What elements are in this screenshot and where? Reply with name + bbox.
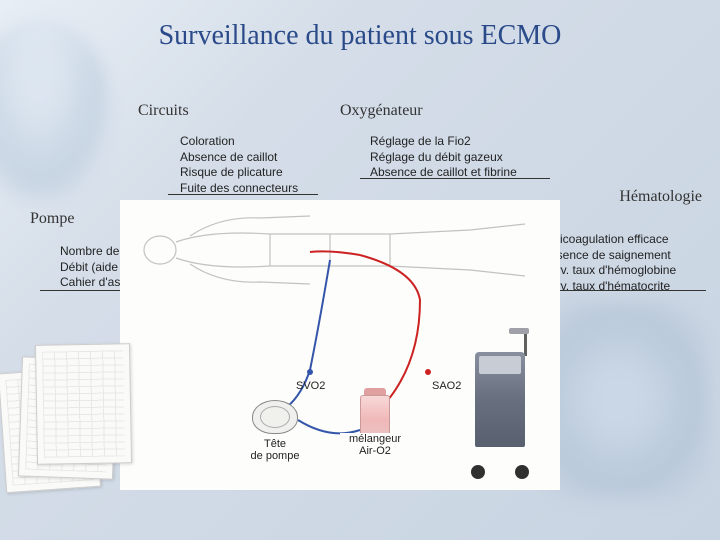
svo2-label: SVO2: [296, 380, 325, 392]
oxy-underline: [360, 178, 550, 179]
pump-head-inner: [260, 406, 290, 428]
hemato-item: Surv. taux d'hémoglobine: [542, 263, 702, 279]
ecmo-machine-icon: [465, 352, 535, 482]
pump-head-label: Tête de pompe: [240, 438, 310, 462]
melangeur-label: mélangeur Air-O2: [340, 433, 410, 457]
hemato-item: Surv. taux d'hématocrite: [542, 279, 702, 295]
oxygenateur-label: Oxygénateur: [340, 102, 423, 119]
circuits-label: Circuits: [138, 102, 189, 119]
circuits-underline: [168, 194, 318, 195]
hematologie-label: Hématologie: [619, 188, 702, 205]
section-oxygenateur: Oxygénateur: [340, 102, 423, 120]
page-title: Surveillance du patient sous ECMO: [0, 20, 720, 52]
oxy-item: Réglage du débit gazeux: [370, 150, 570, 166]
circuits-list: Coloration Absence de caillot Risque de …: [180, 134, 340, 196]
hematologie-list: Anticoagulation efficace Absence de saig…: [542, 232, 702, 294]
hemato-underline: [546, 290, 706, 291]
forms-stack-icon: [2, 340, 132, 500]
hemato-item: Absence de saignement: [542, 248, 702, 264]
pompe-label: Pompe: [30, 210, 74, 227]
circuits-item: Absence de caillot: [180, 150, 340, 166]
patient-body-outline: [130, 210, 530, 290]
section-circuits: Circuits: [138, 102, 189, 120]
section-pompe: Pompe: [30, 210, 74, 228]
section-hematologie: Hématologie: [619, 188, 702, 206]
oxygenateur-list: Réglage de la Fio2 Réglage du débit gaze…: [370, 134, 570, 181]
oxy-item: Réglage de la Fio2: [370, 134, 570, 150]
hemato-item: Anticoagulation efficace: [542, 232, 702, 248]
circuits-item: Risque de plicature: [180, 165, 340, 181]
circuits-item: Coloration: [180, 134, 340, 150]
sao2-label: SAO2: [432, 380, 461, 392]
